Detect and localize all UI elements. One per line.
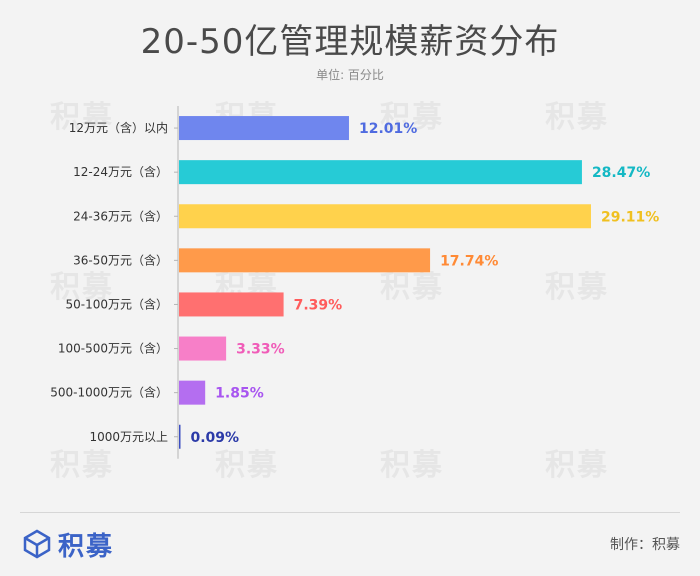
- bar-chart: 12万元（含）以内 12.01% 12-24万元（含） 28.47% 24-36万元（含…: [50, 106, 659, 459]
- chart-title: 20-50亿管理规模薪资分布: [140, 22, 560, 62]
- category-label: 1000万元以上: [89, 430, 168, 444]
- data-label: 28.47%: [592, 165, 650, 181]
- bar: [179, 116, 349, 141]
- category-label: 12万元（含）以内: [69, 120, 168, 135]
- data-label: 29.11%: [601, 209, 659, 225]
- bar: [179, 292, 284, 317]
- cube-logo-icon: [23, 529, 51, 559]
- bar: [179, 248, 431, 273]
- data-label: 12.01%: [359, 121, 417, 137]
- category-label: 500-1000万元（含）: [50, 385, 168, 400]
- chart-subtitle: 单位: 百分比: [316, 68, 384, 82]
- data-label: 7.39%: [294, 297, 343, 313]
- data-label: 1.85%: [215, 386, 264, 402]
- category-label: 50-100万元（含）: [65, 296, 168, 311]
- bar: [179, 380, 206, 405]
- category-label: 24-36万元（含）: [73, 208, 168, 223]
- brand-logo: 积募: [22, 526, 114, 562]
- bar: [179, 424, 181, 449]
- category-label: 36-50万元（含）: [73, 252, 168, 267]
- data-label: 17.74%: [440, 253, 498, 269]
- data-label: 3.33%: [236, 342, 285, 358]
- bar: [179, 204, 591, 229]
- data-label: 0.09%: [191, 430, 240, 446]
- bar: [179, 336, 227, 361]
- credit-text: 制作：积募: [610, 537, 680, 553]
- category-label: 100-500万元（含）: [58, 341, 168, 356]
- bar: [179, 160, 582, 185]
- logo-text: 积募: [58, 531, 115, 562]
- category-label: 12-24万元（含）: [73, 164, 168, 179]
- footer-divider: [20, 512, 680, 513]
